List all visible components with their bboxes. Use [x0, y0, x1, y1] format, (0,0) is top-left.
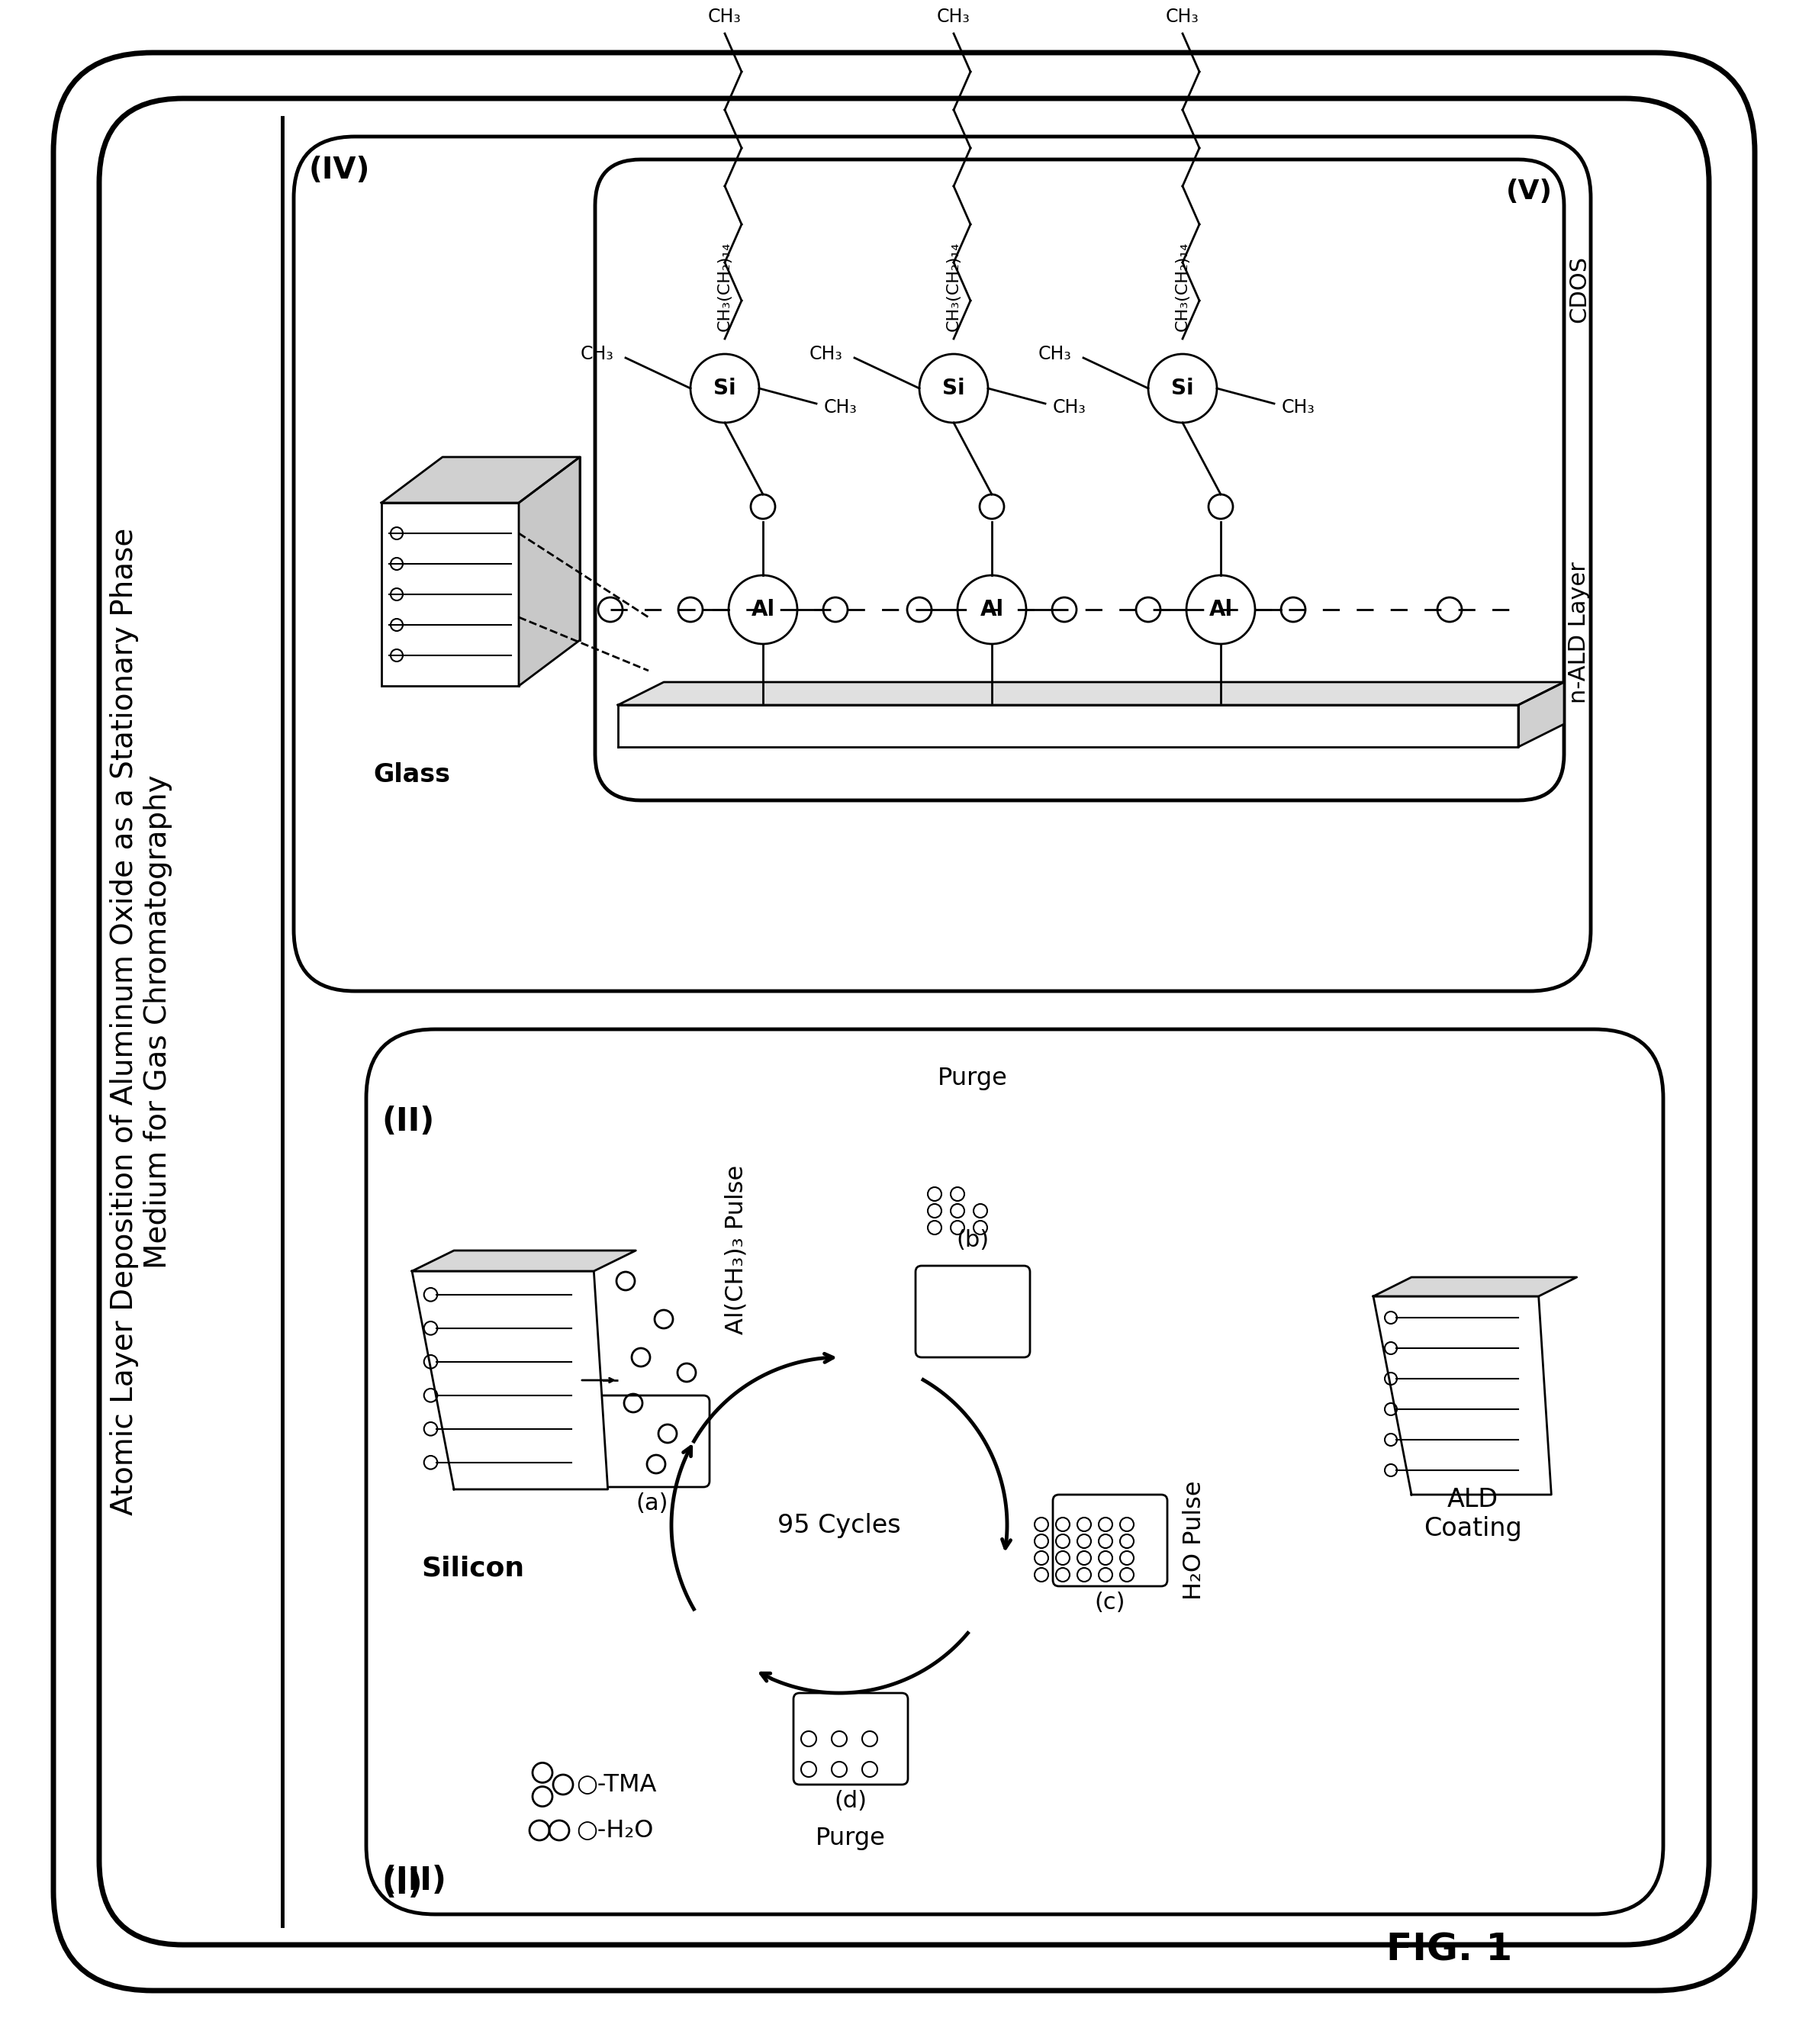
Text: ○-H₂O: ○-H₂O	[576, 1819, 654, 1842]
Text: Si: Si	[714, 378, 736, 399]
FancyBboxPatch shape	[442, 458, 580, 640]
Text: FIG. 1: FIG. 1	[1386, 1932, 1513, 1968]
Text: CH₃: CH₃	[580, 345, 614, 364]
Text: (a): (a)	[636, 1492, 669, 1515]
Text: ALD
Coating: ALD Coating	[1424, 1488, 1522, 1541]
Text: CH₃(CH₂)₁₄: CH₃(CH₂)₁₄	[718, 241, 732, 331]
Text: CH₃: CH₃	[1281, 399, 1316, 417]
Polygon shape	[618, 683, 1564, 705]
Text: CDOS: CDOS	[1567, 256, 1589, 323]
Text: CH₃: CH₃	[937, 8, 971, 27]
Text: CH₃: CH₃	[824, 399, 857, 417]
Text: (II): (II)	[382, 1106, 435, 1139]
Polygon shape	[618, 705, 1518, 746]
Polygon shape	[1518, 683, 1564, 746]
Text: (III): (III)	[382, 1864, 446, 1897]
Text: (I): (I)	[382, 1868, 422, 1901]
Polygon shape	[411, 1271, 607, 1490]
FancyBboxPatch shape	[382, 503, 518, 687]
Polygon shape	[1373, 1278, 1576, 1296]
Polygon shape	[382, 458, 580, 503]
Text: 95 Cycles: 95 Cycles	[777, 1513, 901, 1537]
Polygon shape	[411, 1251, 636, 1271]
Text: (IV): (IV)	[310, 155, 370, 184]
Text: Glass: Glass	[373, 762, 451, 787]
Text: CH₃: CH₃	[1038, 345, 1073, 364]
Text: Atomic Layer Deposition of Aluminum Oxide as a Stationary Phase
Medium for Gas C: Atomic Layer Deposition of Aluminum Oxid…	[111, 527, 172, 1515]
Text: Purge: Purge	[939, 1067, 1007, 1089]
Text: CH₃: CH₃	[1053, 399, 1087, 417]
Text: (d): (d)	[834, 1791, 868, 1813]
Text: Al: Al	[752, 599, 776, 619]
Text: CH₃: CH₃	[708, 8, 741, 27]
Text: Si: Si	[942, 378, 966, 399]
Text: Purge: Purge	[815, 1827, 886, 1850]
Text: H₂O Pulse: H₂O Pulse	[1183, 1480, 1207, 1600]
Text: CH₃: CH₃	[1165, 8, 1200, 27]
Text: n-ALD Layer: n-ALD Layer	[1567, 562, 1589, 703]
Text: (b): (b)	[957, 1228, 989, 1251]
Polygon shape	[1373, 1296, 1551, 1494]
Text: Silicon: Silicon	[422, 1555, 525, 1582]
Text: ○-TMA: ○-TMA	[576, 1772, 656, 1797]
Text: CH₃(CH₂)₁₄: CH₃(CH₂)₁₄	[1174, 241, 1190, 331]
Polygon shape	[518, 458, 580, 687]
Text: Al: Al	[980, 599, 1004, 619]
Text: Si: Si	[1171, 378, 1194, 399]
Text: Al(CH₃)₃ Pulse: Al(CH₃)₃ Pulse	[725, 1165, 748, 1335]
Text: (c): (c)	[1094, 1592, 1125, 1613]
Text: CH₃(CH₂)₁₄: CH₃(CH₂)₁₄	[946, 241, 962, 331]
Text: Al: Al	[1209, 599, 1232, 619]
Text: (V): (V)	[1506, 178, 1553, 204]
Text: CH₃: CH₃	[810, 345, 843, 364]
